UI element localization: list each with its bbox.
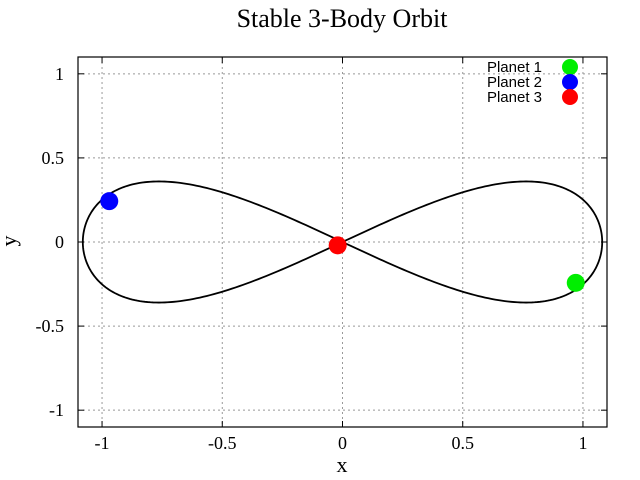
- bodies-layer: [100, 192, 585, 292]
- x-tick-label: 0: [338, 433, 347, 453]
- grid-layer: [78, 57, 607, 427]
- y-tick-label: -1: [49, 400, 64, 420]
- x-tick-label: -0.5: [208, 433, 237, 453]
- legend-label: Planet 3: [487, 89, 542, 106]
- legend-marker: [562, 74, 578, 90]
- body-marker-2: [100, 192, 119, 211]
- legend-label: Planet 2: [487, 74, 542, 91]
- legend-marker: [562, 89, 578, 105]
- y-tick-label: 0: [55, 232, 64, 252]
- body-marker-1: [566, 273, 585, 292]
- y-tick-label: -0.5: [36, 316, 65, 336]
- x-axis-label: x: [337, 452, 348, 477]
- y-tick-label: 1: [55, 64, 64, 84]
- legend-label: Planet 1: [487, 59, 542, 76]
- ticks-layer: -1 -0.5 0 0.5 1 -1 -0.5 0 0.5 1: [36, 57, 607, 453]
- chart-title: Stable 3-Body Orbit: [237, 4, 449, 33]
- x-tick-label: 0.5: [451, 433, 474, 453]
- body-marker-3: [328, 236, 347, 255]
- y-axis-label: y: [0, 236, 21, 247]
- legend-marker: [562, 59, 578, 75]
- x-tick-label: 1: [578, 433, 587, 453]
- y-tick-label: 0.5: [42, 148, 65, 168]
- x-tick-label: -1: [95, 433, 110, 453]
